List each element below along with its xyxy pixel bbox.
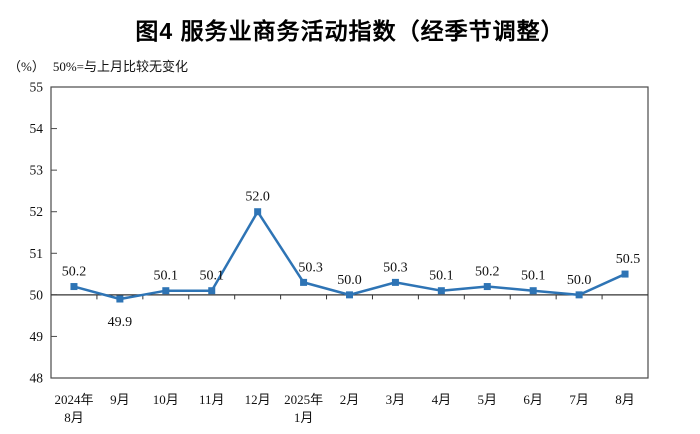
- data-point-marker: [575, 291, 583, 299]
- y-tick-label: 50: [30, 287, 44, 302]
- data-point-marker: [391, 278, 399, 286]
- data-label: 50.0: [567, 273, 592, 288]
- x-category-label: 9月: [110, 392, 130, 407]
- data-label: 49.9: [108, 315, 133, 330]
- axis-unit-row: （%） 50%=与上月比较无变化: [8, 56, 188, 75]
- x-axis-labels: 2024年 8月 9月 10月 11月 12月 2025年 1月 2月 3月 4月 5月 6月 7月 8月: [54, 392, 634, 425]
- data-point-marker: [621, 270, 629, 278]
- x-category-label: 2024年 8月: [54, 392, 93, 425]
- x-category-label: 4月: [432, 392, 452, 407]
- data-point-marker: [254, 208, 262, 216]
- y-tick-label: 54: [30, 121, 44, 136]
- data-labels: 50.2 49.9 50.1 50.1 52.0 50.3 50.0 50.3 50.1 50.2…: [62, 190, 641, 330]
- data-label: 50.1: [154, 269, 179, 284]
- chart-title: 图4 服务业商务活动指数（经季节调整）: [135, 18, 565, 44]
- data-point-marker: [116, 295, 124, 303]
- data-label: 50.3: [298, 260, 323, 275]
- y-tick-label: 55: [30, 80, 44, 95]
- y-tick-label: 48: [30, 371, 44, 386]
- data-label: 50.0: [337, 273, 362, 288]
- data-label: 50.3: [383, 260, 408, 275]
- data-point-marker: [70, 283, 78, 291]
- y-axis-unit-label: （%）: [8, 59, 45, 74]
- x-category-label: 5月: [478, 392, 498, 407]
- data-label: 50.5: [616, 252, 641, 267]
- data-points: [70, 208, 629, 303]
- data-label: 50.1: [429, 269, 454, 284]
- data-label: 50.2: [475, 265, 500, 280]
- plot-border: [50, 86, 649, 379]
- data-point-marker: [437, 287, 445, 295]
- y-tick-label: 49: [30, 329, 44, 344]
- data-label: 50.2: [62, 265, 87, 280]
- x-category-label: 6月: [523, 392, 543, 407]
- x-category-label: 12月: [245, 392, 271, 407]
- x-category-label: 8月: [615, 392, 635, 407]
- data-point-marker: [162, 287, 170, 295]
- data-point-marker: [208, 287, 216, 295]
- x-category-label: 3月: [386, 392, 406, 407]
- data-point-marker: [346, 291, 353, 299]
- data-point-marker: [529, 287, 537, 295]
- data-label: 50.1: [521, 269, 546, 284]
- y-axis: 48 49 50 51 52 53 54 55: [30, 80, 57, 386]
- x-category-label: 2025年 1月: [284, 392, 323, 425]
- data-point-marker: [300, 278, 308, 286]
- data-point-marker: [483, 283, 491, 291]
- x-category-label: 7月: [569, 392, 589, 407]
- baseline-note: 50%=与上月比较无变化: [52, 59, 189, 74]
- x-category-label: 11月: [199, 392, 225, 407]
- y-tick-label: 51: [30, 246, 44, 261]
- y-tick-label: 52: [30, 204, 44, 219]
- data-label: 52.0: [245, 190, 270, 205]
- y-tick-label: 53: [30, 163, 44, 178]
- data-label: 50.1: [199, 269, 224, 284]
- x-category-label: 10月: [153, 392, 179, 407]
- x-category-label: 2月: [340, 392, 360, 407]
